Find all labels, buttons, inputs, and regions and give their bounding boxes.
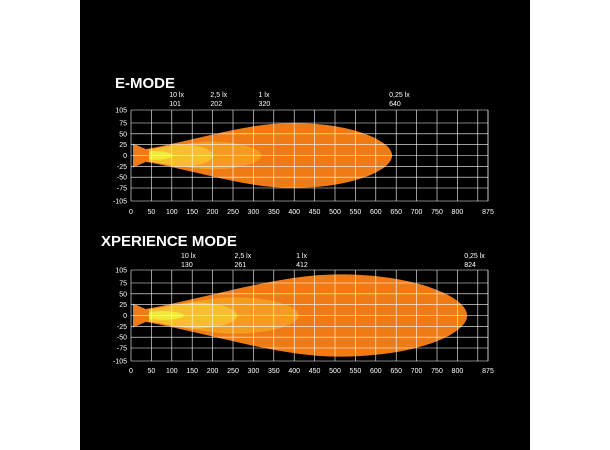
x-tick-label: 250: [227, 209, 239, 216]
y-tick-label: 50: [119, 291, 127, 298]
annotation-lux: 0,25 lx: [389, 92, 410, 99]
y-tick-label: 105: [115, 268, 127, 275]
annotation-distance: 101: [169, 101, 181, 108]
x-tick-label: 250: [227, 368, 239, 375]
x-tick-label: 200: [207, 368, 219, 375]
x-tick-label: 600: [370, 209, 382, 216]
annotation-lux: 2,5 lx: [210, 92, 227, 99]
x-tick-label: 350: [268, 209, 280, 216]
x-tick-label: 400: [288, 209, 300, 216]
x-tick-label: 875: [482, 368, 494, 375]
annotation-lux: 0,25 lx: [464, 253, 485, 260]
annotation-lux: 1 lx: [296, 253, 307, 260]
annotation-lux: 2,5 lx: [234, 253, 251, 260]
x-tick-label: 500: [329, 209, 341, 216]
x-tick-label: 700: [411, 209, 423, 216]
x-tick-label: 150: [186, 209, 198, 216]
x-tick-label: 0: [129, 209, 133, 216]
x-tick-label: 750: [431, 209, 443, 216]
y-tick-label: -105: [113, 359, 127, 366]
x-tick-label: 550: [350, 368, 362, 375]
x-tick-label: 100: [166, 209, 178, 216]
x-tick-label: 400: [288, 368, 300, 375]
y-tick-label: 0: [123, 153, 127, 160]
x-tick-label: 800: [452, 368, 464, 375]
x-tick-label: 350: [268, 368, 280, 375]
x-tick-label: 50: [148, 209, 156, 216]
x-tick-label: 600: [370, 368, 382, 375]
x-tick-label: 800: [452, 209, 464, 216]
x-tick-label: 0: [129, 368, 133, 375]
annotation-distance: 202: [210, 101, 222, 108]
y-tick-label: 0: [123, 313, 127, 320]
annotation-lux: 10 lx: [169, 92, 184, 99]
annotation-distance: 320: [259, 101, 271, 108]
x-tick-label: 650: [390, 368, 402, 375]
x-tick-label: 300: [248, 368, 260, 375]
annotation-lux: 1 lx: [259, 92, 270, 99]
annotation-distance: 412: [296, 262, 308, 269]
y-tick-label: 75: [119, 281, 127, 288]
x-tick-label: 550: [350, 209, 362, 216]
annotation-distance: 261: [234, 262, 246, 269]
y-tick-label: -50: [117, 175, 127, 182]
y-tick-label: 75: [119, 121, 127, 128]
y-tick-label: -105: [113, 199, 127, 206]
x-tick-label: 500: [329, 368, 341, 375]
x-tick-label: 750: [431, 368, 443, 375]
y-tick-label: -25: [117, 324, 127, 331]
chart-panel: [80, 0, 530, 450]
x-tick-label: 150: [186, 368, 198, 375]
y-tick-label: -75: [117, 186, 127, 193]
y-tick-label: 50: [119, 131, 127, 138]
x-tick-label: 450: [309, 368, 321, 375]
annotation-distance: 130: [181, 262, 193, 269]
x-tick-label: 700: [411, 368, 423, 375]
x-tick-label: 50: [148, 368, 156, 375]
y-tick-label: 25: [119, 302, 127, 309]
x-tick-label: 300: [248, 209, 260, 216]
x-tick-label: 650: [390, 209, 402, 216]
annotation-distance: 640: [389, 101, 401, 108]
chart-title: XPERIENCE MODE: [101, 233, 237, 250]
y-tick-label: 105: [115, 108, 127, 115]
annotation-lux: 10 lx: [181, 253, 196, 260]
y-tick-label: -75: [117, 346, 127, 353]
y-tick-label: -25: [117, 164, 127, 171]
y-tick-label: -50: [117, 335, 127, 342]
x-tick-label: 100: [166, 368, 178, 375]
chart-title: E-MODE: [115, 75, 175, 92]
x-tick-label: 875: [482, 209, 494, 216]
annotation-distance: 824: [464, 262, 476, 269]
y-tick-label: 25: [119, 142, 127, 149]
x-tick-label: 450: [309, 209, 321, 216]
x-tick-label: 200: [207, 209, 219, 216]
